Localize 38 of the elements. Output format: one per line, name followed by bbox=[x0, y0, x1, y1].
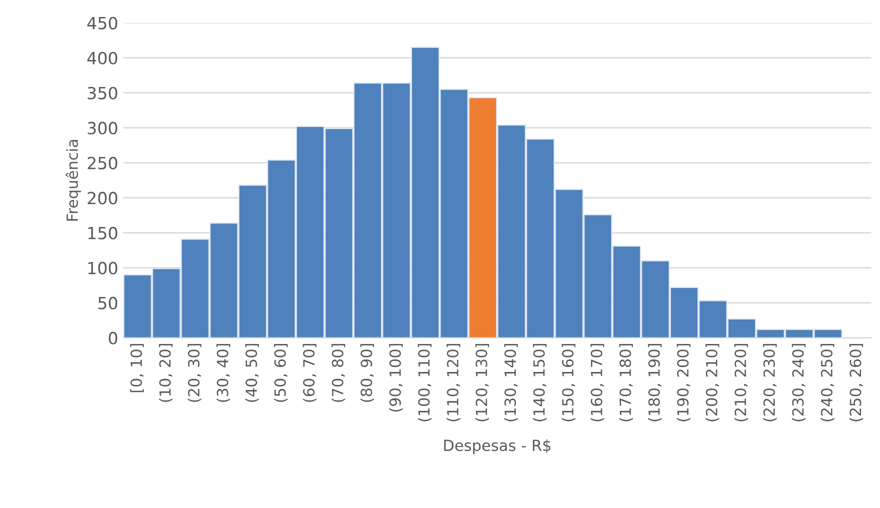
x-tick-label: (70, 80] bbox=[332, 344, 346, 402]
x-tick-label: (110, 120] bbox=[446, 344, 460, 422]
y-tick-label: 250 bbox=[88, 156, 118, 170]
x-tick-label: (140, 150] bbox=[532, 344, 547, 422]
y-tick-label: 100 bbox=[88, 262, 118, 274]
x-tick-label: [0, 10] bbox=[130, 344, 144, 392]
x-tick-label: (210, 220] bbox=[734, 344, 748, 422]
x-tick-label: (20, 30] bbox=[188, 344, 202, 402]
x-tick-label: (250, 260] bbox=[849, 344, 864, 422]
y-tick-label: 50 bbox=[98, 296, 118, 310]
x-tick-label: (200, 210] bbox=[706, 344, 720, 422]
y-tick-label: 350 bbox=[88, 86, 118, 100]
x-tick-label: (170, 180] bbox=[619, 344, 633, 422]
x-tick-label: (180, 190] bbox=[648, 344, 662, 422]
x-tick-label: (80, 90] bbox=[360, 344, 374, 402]
x-tick-label: (10, 20] bbox=[158, 344, 173, 402]
x-tick-label: (100, 110] bbox=[418, 344, 432, 422]
x-tick-label: (220, 230] bbox=[763, 344, 777, 422]
y-tick-label: 300 bbox=[88, 122, 118, 134]
y-tick-label: 200 bbox=[88, 192, 118, 204]
x-tick-label: (230, 240] bbox=[792, 344, 806, 422]
y-tick-label: 0 bbox=[108, 332, 118, 344]
x-tick-label: (30, 40] bbox=[216, 344, 230, 402]
x-tick-label: (50, 60] bbox=[274, 344, 288, 402]
y-tick-label: 400 bbox=[87, 52, 118, 64]
x-tick-label: (130, 140] bbox=[504, 344, 518, 422]
x-tick-label: (190, 200] bbox=[676, 344, 690, 422]
x-tick-label: (240, 250] bbox=[820, 344, 834, 422]
x-axis-title: Despesas - R$ bbox=[444, 439, 550, 454]
y-tick-label: 450 bbox=[87, 16, 118, 30]
x-tick-label: (150, 160] bbox=[562, 344, 576, 422]
x-tick-label: (60, 70] bbox=[302, 344, 316, 402]
x-tick-label: (90, 100] bbox=[389, 344, 403, 412]
x-tick-label: (40, 50] bbox=[245, 344, 259, 402]
y-axis-title: Frequência bbox=[66, 140, 81, 221]
x-tick-label: (120, 130] bbox=[475, 344, 490, 422]
y-tick-label: 150 bbox=[88, 226, 118, 240]
x-tick-label: (160, 170] bbox=[590, 344, 604, 422]
